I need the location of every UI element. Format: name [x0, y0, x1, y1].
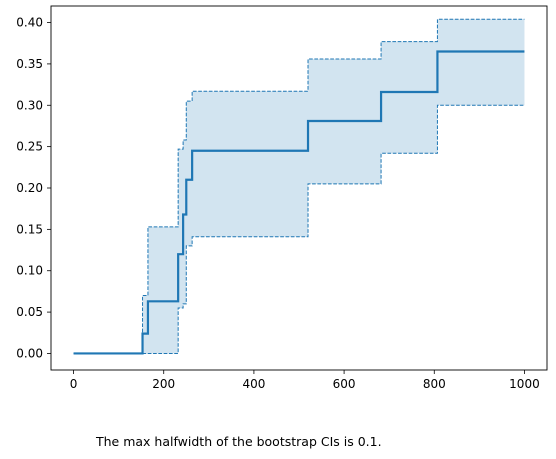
estimate-line — [73, 50, 525, 355]
y-axis: 0.00 0.05 0.10 0.15 0.20 0.25 0.30 0.35 0.40 — [16, 16, 51, 360]
x-tick-label: 400 — [242, 377, 265, 391]
x-tick-label: 800 — [423, 377, 446, 391]
x-axis: 0 200 400 600 800 1000 — [70, 370, 540, 391]
x-tick-label: 200 — [152, 377, 175, 391]
y-tick-label: 0.35 — [16, 57, 43, 71]
upper-bound-line — [73, 18, 525, 354]
series-lines — [73, 18, 525, 355]
lower-bound-line — [73, 104, 525, 354]
caption-text: The max halfwidth of the bootstrap CIs i… — [96, 434, 382, 449]
y-tick-label: 0.20 — [16, 181, 43, 195]
x-tick-label: 0 — [70, 377, 78, 391]
plot-background — [51, 6, 547, 370]
y-tick-label: 0.10 — [16, 264, 43, 278]
y-tick-label: 0.00 — [16, 346, 43, 360]
y-tick-label: 0.05 — [16, 305, 43, 319]
y-tick-label: 0.25 — [16, 140, 43, 154]
y-tick-label: 0.30 — [16, 98, 43, 112]
y-tick-label: 0.15 — [16, 222, 43, 236]
y-tick-label: 0.40 — [16, 16, 43, 30]
x-tick-label: 1000 — [509, 377, 540, 391]
x-tick-label: 600 — [333, 377, 356, 391]
